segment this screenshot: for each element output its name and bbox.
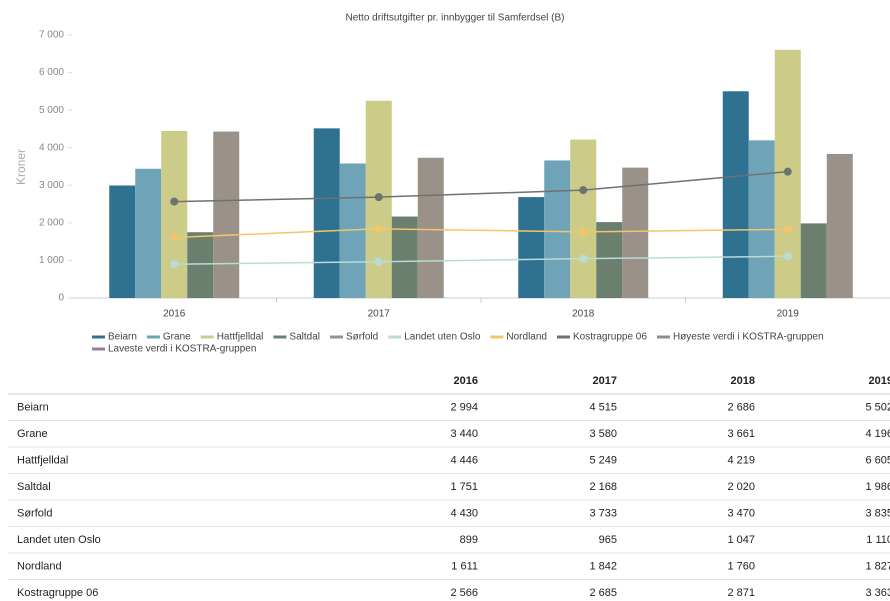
legend-label: Kostragruppe 06 <box>573 332 647 343</box>
table-cell: 4 196 <box>865 428 890 440</box>
bar <box>622 167 649 298</box>
bar <box>391 216 418 298</box>
table-row-label: Hattfjelldal <box>17 454 68 466</box>
bar <box>826 153 853 298</box>
line <box>174 170 788 203</box>
legend-label: Høyeste verdi i KOSTRA-gruppen <box>673 332 824 343</box>
bar <box>313 128 340 298</box>
x-tick-label: 2017 <box>368 309 391 320</box>
table-cell: 1 047 <box>727 534 755 546</box>
table-cell: 4 515 <box>589 401 617 413</box>
legend-label: Landet uten Oslo <box>404 332 481 343</box>
bar <box>722 91 749 298</box>
table-cell: 3 440 <box>450 428 478 440</box>
y-tick-label: 7 000 <box>39 30 64 41</box>
line <box>174 255 788 265</box>
bar <box>417 157 444 298</box>
legend-label: Grane <box>163 332 191 343</box>
table-cell: 2 871 <box>727 587 755 599</box>
bar <box>135 168 162 298</box>
table-row-label: Beiarn <box>17 401 49 413</box>
table-cell: 6 605 <box>865 454 890 466</box>
table-row-label: Nordland <box>17 560 62 572</box>
legend-label: Sørfold <box>346 332 378 343</box>
table-cell: 3 363 <box>865 587 890 599</box>
table-cell: 3 733 <box>589 507 617 519</box>
x-tick-label: 2016 <box>163 309 186 320</box>
chart-title: Netto driftsutgifter pr. innbygger til S… <box>346 13 565 24</box>
table-cell: 1 986 <box>865 481 890 493</box>
table-cell: 4 430 <box>450 507 478 519</box>
table-header: 2017 <box>593 375 617 387</box>
table-header: 2016 <box>454 375 478 387</box>
table-cell: 3 470 <box>727 507 755 519</box>
y-tick-label: 2 000 <box>39 217 64 228</box>
y-tick-label: 0 <box>58 293 64 304</box>
y-tick-label: 1 000 <box>39 255 64 266</box>
table-cell: 4 446 <box>450 454 478 466</box>
bar <box>544 160 571 298</box>
x-tick-label: 2019 <box>777 309 800 320</box>
table-cell: 1 751 <box>450 481 478 493</box>
table-cell: 1 110 <box>866 534 890 546</box>
bar <box>161 130 188 298</box>
table-cell: 3 580 <box>589 428 617 440</box>
y-tick-label: 3 000 <box>39 180 64 191</box>
table-cell: 1 611 <box>451 560 478 572</box>
y-axis-label: Kroner <box>14 149 28 185</box>
table-row-label: Grane <box>17 428 48 440</box>
legend-label: Beiarn <box>108 332 137 343</box>
legend-label: Saltdal <box>289 332 320 343</box>
table-cell: 2 168 <box>589 481 617 493</box>
table-cell: 4 219 <box>727 454 755 466</box>
table-cell: 2 566 <box>450 587 478 599</box>
table-cell: 899 <box>460 534 478 546</box>
x-tick-label: 2018 <box>572 309 595 320</box>
bar <box>748 140 775 298</box>
table-cell: 3 835 <box>865 507 890 519</box>
table-header: 2019 <box>869 375 890 387</box>
table-cell: 965 <box>599 534 617 546</box>
legend-label: Nordland <box>506 332 547 343</box>
legend-label: Hattfjelldal <box>217 332 264 343</box>
table-cell: 2 994 <box>450 401 478 413</box>
y-tick-label: 4 000 <box>39 142 64 153</box>
table-cell: 2 020 <box>727 481 755 493</box>
table-cell: 1 842 <box>589 560 617 572</box>
bar <box>213 131 240 298</box>
legend-label: Laveste verdi i KOSTRA-gruppen <box>108 344 256 355</box>
table-row-label: Saltdal <box>17 481 51 493</box>
table-row-label: Sørfold <box>17 507 52 519</box>
y-tick-label: 5 000 <box>39 105 64 116</box>
table-cell: 5 249 <box>589 454 617 466</box>
line <box>174 228 788 239</box>
table-cell: 5 502 <box>865 401 890 413</box>
y-tick-label: 6 000 <box>39 67 64 78</box>
bar <box>518 197 545 298</box>
table-cell: 2 686 <box>727 401 755 413</box>
table-cell: 3 661 <box>727 428 755 440</box>
table-cell: 1 760 <box>727 560 755 572</box>
table-cell: 2 685 <box>589 587 617 599</box>
bar <box>187 232 214 298</box>
table-cell: 1 827 <box>865 560 890 572</box>
bar <box>109 185 136 298</box>
table-row-label: Landet uten Oslo <box>17 534 101 546</box>
bar <box>800 223 827 298</box>
table-header: 2018 <box>731 375 755 387</box>
bar <box>570 139 597 298</box>
table-row-label: Kostragruppe 06 <box>17 587 98 599</box>
bar <box>596 222 623 298</box>
